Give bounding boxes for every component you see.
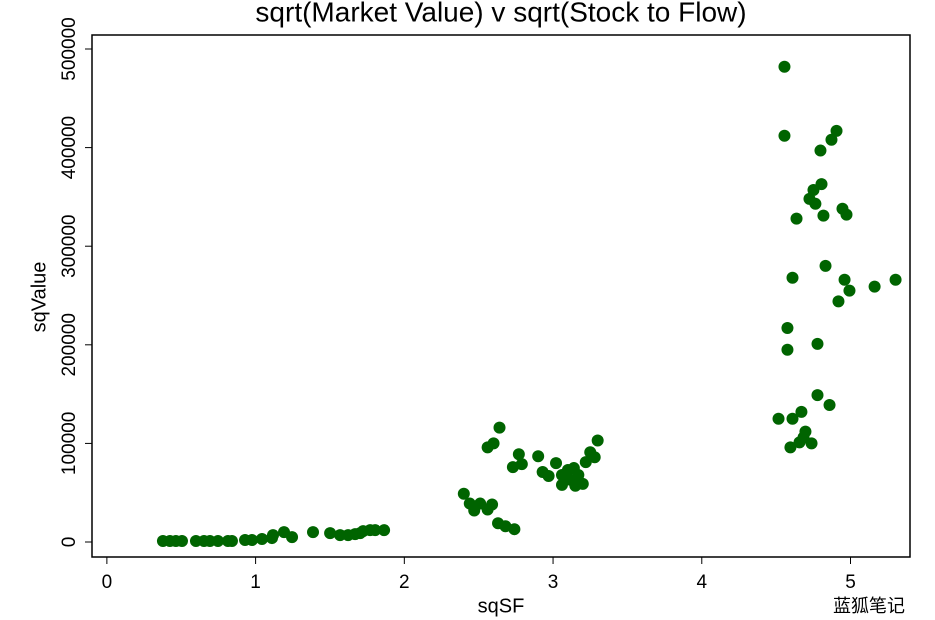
x-tick-label: 5 [845,572,856,593]
point [781,343,794,356]
point [823,398,836,411]
x-tick-label: 2 [399,572,410,593]
point [246,534,259,547]
point [286,531,299,544]
point [825,133,838,146]
point [307,526,320,539]
point [795,405,808,418]
point [809,197,822,210]
point [508,523,521,536]
y-tick-label: 200000 [59,313,80,376]
plot-frame [91,34,911,558]
point [211,535,224,548]
point [819,259,832,272]
point [786,271,799,284]
point [532,450,545,463]
point [572,468,585,481]
point [778,60,791,73]
x-tick-label: 1 [250,572,261,593]
point [457,487,470,500]
point [778,129,791,142]
point [378,524,391,537]
point [515,458,528,471]
point [512,448,525,461]
point [832,295,845,308]
x-tick-label: 3 [548,572,559,593]
point [486,498,499,511]
y-tick-label: 500000 [59,17,80,80]
y-tick-label: 300000 [59,215,80,278]
point [814,144,827,157]
point [790,212,803,225]
point [588,451,601,464]
point [369,524,382,537]
point [324,527,337,540]
point [830,124,843,137]
point [542,469,555,482]
point [255,533,268,546]
point [555,478,568,491]
point [838,273,851,286]
y-tick-label: 100000 [59,412,80,475]
x-axis-label: sqSF [478,595,525,617]
point [843,284,856,297]
point [805,437,818,450]
point [225,535,238,548]
point [576,477,589,490]
y-axis-label: sqValue [28,262,50,333]
x-tick-label: 4 [696,572,707,593]
point [781,322,794,335]
point [487,437,500,450]
point [591,434,604,447]
point [579,456,592,469]
y-tick-label: 0 [59,537,80,548]
point [793,436,806,449]
point [550,457,563,470]
point [889,273,902,286]
point [817,209,830,222]
watermark: 蓝狐笔记 [833,596,905,616]
point [868,280,881,293]
point [840,208,853,221]
chart-title: sqrt(Market Value) v sqrt(Stock to Flow) [255,0,746,27]
point [267,529,280,542]
point [175,535,188,548]
point [772,412,785,425]
point [493,421,506,434]
x-tick-label: 0 [102,572,113,593]
y-tick-label: 400000 [59,116,80,179]
point [784,441,797,454]
point [786,412,799,425]
point [811,337,824,350]
point [811,389,824,402]
